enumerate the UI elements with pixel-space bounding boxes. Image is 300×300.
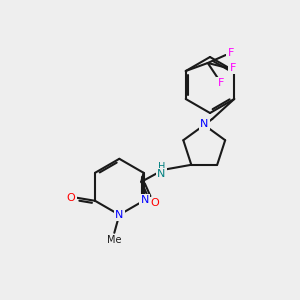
Text: N: N <box>115 210 124 220</box>
Text: N: N <box>140 195 149 205</box>
Text: O: O <box>67 193 75 203</box>
Text: O: O <box>150 198 159 208</box>
Text: H: H <box>158 162 165 172</box>
Text: N: N <box>157 169 166 179</box>
Text: F: F <box>230 63 236 73</box>
Text: F: F <box>228 48 234 58</box>
Text: F: F <box>218 78 224 88</box>
Text: Me: Me <box>107 235 122 245</box>
Text: N: N <box>200 119 208 129</box>
